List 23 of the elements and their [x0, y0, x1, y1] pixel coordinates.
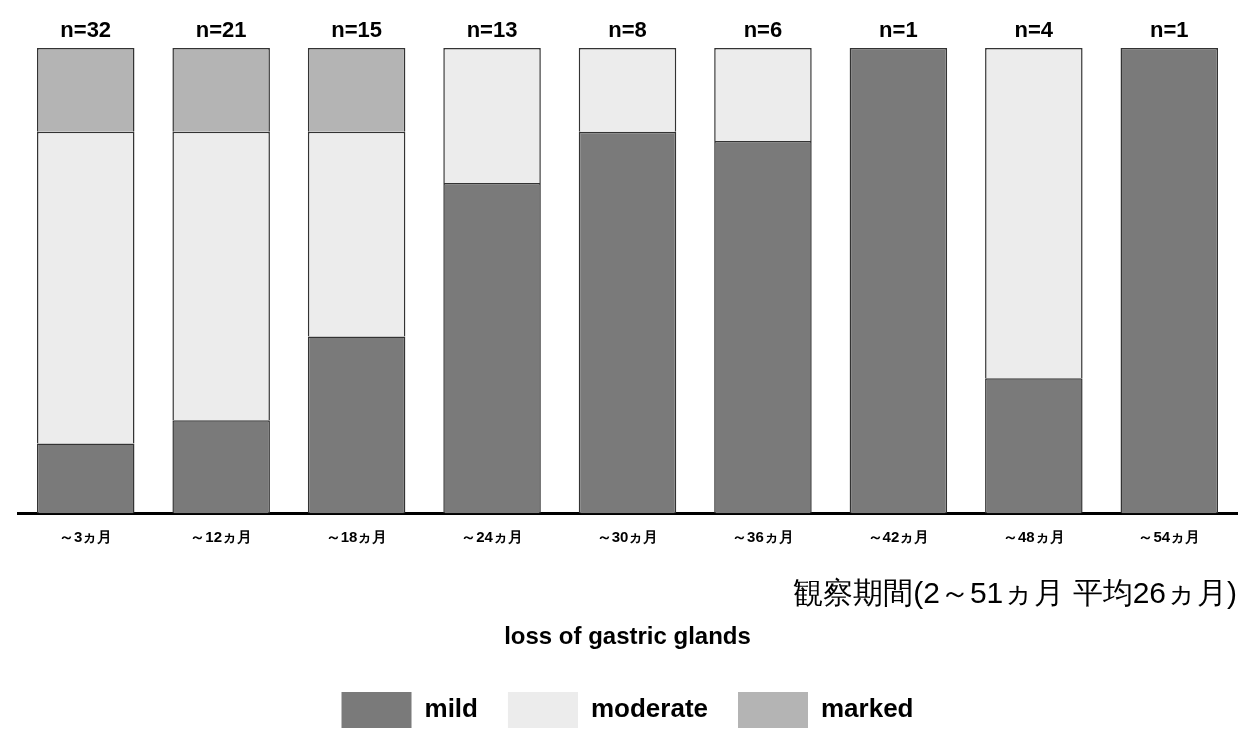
x-tick-label: ～54ヵ月	[1138, 528, 1201, 546]
x-tick-label: ～48ヵ月	[1002, 528, 1065, 546]
x-axis-title: 観察期間(2～51ヵ月 平均26ヵ月)	[793, 576, 1237, 610]
x-tick-label: ～12ヵ月	[190, 528, 253, 546]
x-tick-label: ～24ヵ月	[461, 528, 523, 546]
legend-label: moderate	[590, 693, 708, 724]
legend-label: marked	[820, 693, 914, 724]
annotation: n=8	[608, 17, 647, 43]
x-tick-label: ～30ヵ月	[596, 528, 659, 546]
annotation: n=32	[60, 17, 112, 43]
x-tick-label: ～42ヵ月	[867, 528, 930, 546]
annotation: n=21	[195, 17, 247, 43]
annotation: n=6	[743, 17, 783, 43]
annotation: n=13	[466, 17, 518, 43]
x-tick-label: ～18ヵ月	[325, 528, 388, 546]
annotation: n=15	[331, 17, 382, 43]
x-tick-label: ～36ヵ月	[732, 528, 794, 546]
annotation: n=1	[879, 17, 918, 43]
legend-title: loss of gastric glands	[504, 621, 751, 649]
legend-label: mild	[424, 693, 478, 724]
annotation: n=4	[1014, 17, 1054, 43]
x-tick-label: ～3ヵ月	[59, 528, 113, 546]
annotation: n=1	[1150, 17, 1189, 43]
